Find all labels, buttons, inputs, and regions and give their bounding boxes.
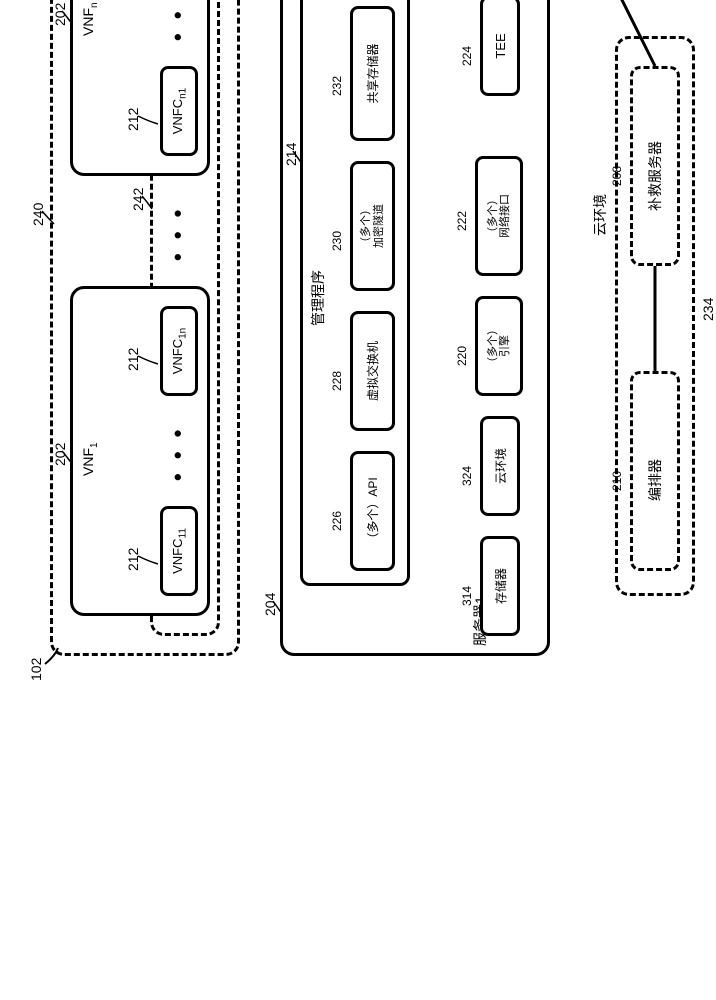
ref-102: 102 bbox=[28, 658, 44, 681]
tee-server1: TEE bbox=[480, 0, 520, 96]
diagram-root: 102 240 242 VNF1 202 VNFC11 212 • • • VN… bbox=[0, 0, 716, 716]
vnfc-11: VNFC11 bbox=[160, 506, 198, 596]
vnfn-title: VNFn bbox=[80, 2, 100, 36]
vnf1-title: VNF1 bbox=[80, 442, 100, 476]
cloud-box: 云环境 bbox=[480, 416, 520, 516]
hypervisor-title: 管理程序 bbox=[308, 270, 328, 326]
ref-210: 210 bbox=[610, 471, 624, 491]
engines-box: （多个） 引擎 bbox=[475, 296, 523, 396]
api-box: （多个）API bbox=[350, 451, 395, 571]
ref-214: 214 bbox=[283, 143, 299, 166]
ref-234: 234 bbox=[700, 298, 716, 321]
tunnel-box: （多个） 加密隧道 bbox=[350, 161, 395, 291]
vswitch-box: 虚拟交换机 bbox=[350, 311, 395, 431]
ref-314: 314 bbox=[460, 586, 474, 606]
netif-box: （多个） 网络接口 bbox=[475, 156, 523, 276]
remediation-title: 补救服务器 bbox=[645, 141, 665, 211]
vnfc-1n: VNFC1n bbox=[160, 306, 198, 396]
shared-mem-box: 共享存储器 bbox=[350, 6, 395, 141]
ref-222: 222 bbox=[455, 211, 469, 231]
ref-226: 226 bbox=[330, 511, 344, 531]
dots-vnfn: • • • bbox=[165, 0, 191, 41]
ref-212-1n: 212 bbox=[125, 348, 141, 371]
ref-204-1: 204 bbox=[262, 593, 278, 616]
ref-228: 228 bbox=[330, 371, 344, 391]
ref-230: 230 bbox=[330, 231, 344, 251]
ref-232: 232 bbox=[330, 76, 344, 96]
ref-240: 240 bbox=[30, 203, 46, 226]
orchestrator-title: 编排器 bbox=[645, 459, 665, 501]
dots-vnf1: • • • bbox=[165, 426, 191, 481]
dots-between-vnf: • • • bbox=[165, 206, 191, 261]
ref-224-1: 224 bbox=[460, 46, 474, 66]
ref-212-n1: 212 bbox=[125, 108, 141, 131]
ref-324: 324 bbox=[460, 466, 474, 486]
storage-box: 存储器 bbox=[480, 536, 520, 636]
ref-208: 208 bbox=[610, 166, 624, 186]
ref-202-1: 202 bbox=[52, 443, 68, 466]
ref-212-11: 212 bbox=[125, 548, 141, 571]
ref-202-n: 202 bbox=[52, 3, 68, 26]
cloud-env-label: 云环境 bbox=[590, 194, 610, 236]
ref-220: 220 bbox=[455, 346, 469, 366]
vnfc-n1: VNFCn1 bbox=[160, 66, 198, 156]
ref-242: 242 bbox=[130, 188, 146, 211]
